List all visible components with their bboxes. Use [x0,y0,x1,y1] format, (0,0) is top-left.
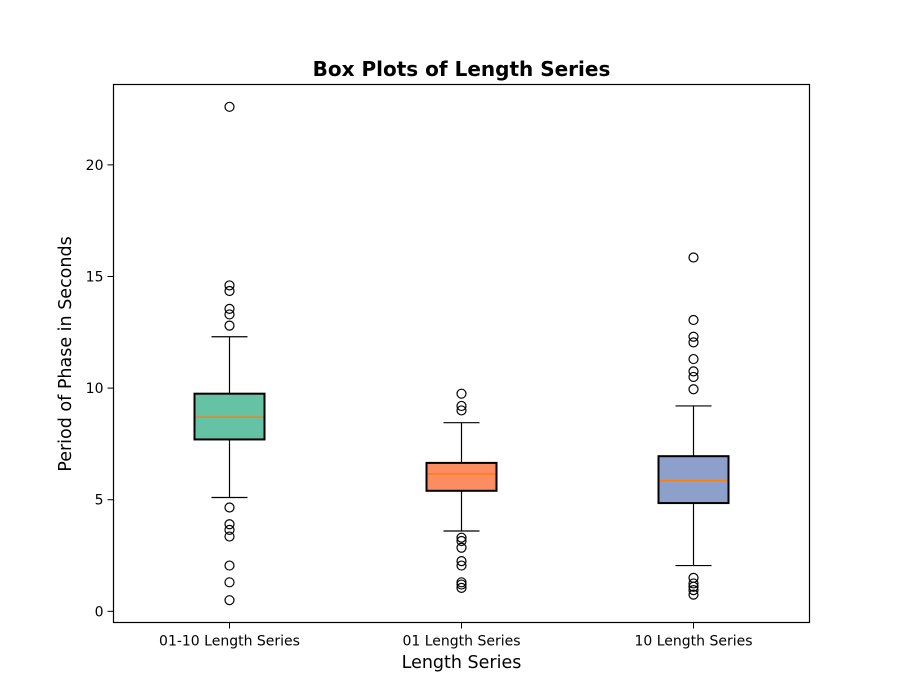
axes-frame [112,83,811,624]
outlier-point [224,320,235,331]
box-group [657,252,730,600]
x-axis-label: Length Series [402,653,522,673]
outlier-point [688,366,699,377]
outlier-point [688,581,699,592]
outlier-point [456,535,467,547]
box-group [193,101,266,606]
outlier-point [456,556,467,567]
plot-area [193,101,730,606]
outlier-point [456,532,467,543]
y-axis-ticks: 0 5 10 15 20 [86,158,114,620]
outlier-point [224,577,235,588]
outlier-point [688,384,699,395]
outlier-point [456,560,467,571]
y-tick-label: 0 [95,604,104,620]
outlier-point [224,524,235,535]
x-tick-label: 10 Length Series [634,634,752,650]
outlier-point [688,337,699,348]
outlier-point [456,400,467,412]
y-tick-label: 10 [86,381,104,397]
outlier-point [688,578,699,589]
box-iqr [425,461,498,492]
outlier-point [456,405,467,416]
y-tick-label: 20 [86,158,104,174]
outlier-point [224,285,235,297]
outlier-point [224,595,235,606]
x-axis-ticks: 01-10 Length Series 01 Length Series 10 Le… [159,622,753,650]
y-tick-label: 15 [86,269,104,285]
outlier-point [688,371,699,383]
x-tick-label: 01-10 Length Series [159,634,300,650]
y-tick-label: 5 [95,493,104,509]
outlier-point [456,542,467,553]
outlier-point [224,280,235,291]
outlier-point [224,303,235,314]
x-tick-label: 01 Length Series [402,634,520,650]
outlier-point [456,582,467,593]
box-group [425,388,498,593]
outlier-point [224,519,235,530]
outlier-point [224,101,235,112]
outlier-point [224,560,235,571]
outlier-point [456,579,467,590]
outlier-point [224,531,235,542]
outlier-point [688,252,699,263]
chart-title: Box Plots of Length Series [313,57,611,81]
outlier-point [688,585,699,596]
outlier-point [688,353,699,365]
box-iqr [657,455,730,505]
outlier-point [456,388,467,399]
outlier-point [224,309,235,320]
outlier-point [688,314,699,326]
y-axis-label: Period of Phase in Seconds [56,236,76,471]
outlier-point [224,502,235,513]
outlier-point [688,589,699,600]
outlier-point [688,331,699,342]
